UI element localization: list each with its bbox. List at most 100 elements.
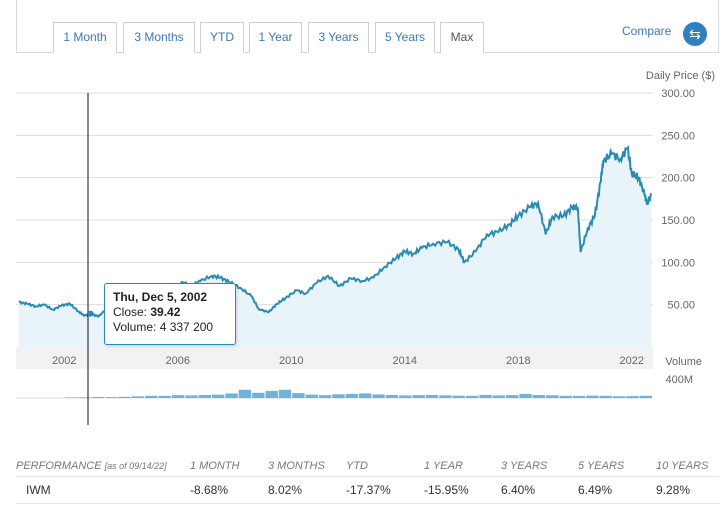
row-ticker: IWM bbox=[26, 483, 51, 497]
row-1-year: -15.95% bbox=[424, 483, 469, 497]
tab-max[interactable]: Max bbox=[440, 22, 484, 54]
volume-bar bbox=[519, 393, 532, 398]
volume-bar bbox=[345, 393, 358, 398]
row-3-months: 8.02% bbox=[268, 483, 303, 497]
volume-bar bbox=[612, 396, 626, 398]
row-5-years: 6.49% bbox=[578, 483, 613, 497]
volume-bar bbox=[292, 393, 305, 398]
col-3-months: 3 MONTHS bbox=[268, 460, 325, 472]
time-axis-band bbox=[16, 347, 653, 369]
volume-bar bbox=[278, 389, 292, 399]
volume-bar bbox=[145, 395, 158, 399]
tooltip-volume-row: Volume: 4 337 200 bbox=[113, 320, 227, 335]
col-3-years: 3 YEARS bbox=[501, 460, 548, 472]
volume-bar bbox=[492, 395, 505, 398]
volume-bar bbox=[559, 395, 572, 399]
tab-1-year[interactable]: 1 Year bbox=[249, 22, 302, 53]
col-10-years: 10 YEARS bbox=[656, 460, 709, 472]
tooltip-volume-value: 4 337 200 bbox=[159, 320, 214, 334]
row-10-years: 9.28% bbox=[656, 483, 691, 497]
volume-bar bbox=[332, 394, 345, 399]
performance-header: PERFORMANCE [as of 09/14/22] 1 MONTH 3 M… bbox=[16, 456, 719, 476]
volume-bar bbox=[252, 392, 265, 399]
col-5-years: 5 YEARS bbox=[578, 460, 625, 472]
volume-bar bbox=[599, 395, 612, 399]
tooltip-close-value: 39.42 bbox=[150, 305, 181, 319]
volume-bar bbox=[118, 396, 131, 398]
volume-bar bbox=[439, 395, 452, 398]
volume-bar bbox=[639, 395, 652, 399]
y-tick-label: 200.00 bbox=[661, 173, 695, 185]
tooltip-date: Thu, Dec 5, 2002 bbox=[113, 290, 208, 304]
volume-bar bbox=[305, 394, 318, 398]
price-tooltip: Thu, Dec 5, 2002 Close: 39.42 Volume: 4 … bbox=[104, 283, 236, 345]
tooltip-close-row: Close: 39.42 bbox=[113, 305, 227, 320]
swap-arrows-icon[interactable]: ⇆ bbox=[683, 22, 707, 46]
performance-title-text: PERFORMANCE bbox=[16, 460, 102, 472]
volume-bar bbox=[198, 395, 211, 398]
volume-bar bbox=[506, 395, 519, 398]
performance-as-of: [as of 09/14/22] bbox=[104, 461, 167, 471]
volume-bar bbox=[385, 394, 399, 398]
tab-3-months[interactable]: 3 Months bbox=[123, 22, 195, 53]
row-1-month: -8.68% bbox=[190, 483, 229, 497]
row-3-years: 6.40% bbox=[501, 483, 536, 497]
volume-axis-label: Volume bbox=[665, 356, 702, 368]
price-chart: Daily Price ($) 50.00 100.00 150.00 200.00 2… bbox=[16, 70, 715, 425]
volume-bar bbox=[586, 395, 599, 398]
compare-link[interactable]: Compare bbox=[622, 24, 672, 38]
volume-bar bbox=[171, 395, 185, 398]
volume-bar bbox=[546, 395, 559, 398]
volume-bar bbox=[225, 393, 238, 398]
volume-bar bbox=[479, 394, 492, 398]
volume-bar bbox=[412, 395, 425, 398]
y-tick-label: 50.00 bbox=[667, 300, 695, 312]
table-row: IWM -8.68% 8.02% -17.37% -15.95% 6.40% 6… bbox=[16, 476, 719, 504]
tooltip-volume-label: Volume: bbox=[113, 320, 157, 334]
volume-bar bbox=[65, 397, 78, 398]
y-tick-label: 250.00 bbox=[661, 130, 695, 142]
tab-ytd[interactable]: YTD bbox=[200, 22, 244, 53]
volume-bar bbox=[626, 396, 639, 399]
row-ytd: -17.37% bbox=[346, 483, 391, 497]
volume-bar bbox=[91, 396, 105, 398]
col-ytd: YTD bbox=[346, 460, 368, 472]
x-tick-label: 2022 bbox=[619, 355, 643, 367]
volume-bar bbox=[359, 393, 372, 399]
performance-title: PERFORMANCE [as of 09/14/22] bbox=[16, 460, 167, 472]
y-tick-label: 300.00 bbox=[661, 88, 695, 100]
price-axis: 50.00 100.00 150.00 200.00 250.00 300.00 bbox=[661, 88, 695, 312]
volume-axis-tick: 400M bbox=[665, 374, 693, 386]
volume-bar bbox=[532, 395, 546, 398]
volume-bar bbox=[265, 390, 278, 398]
performance-table: PERFORMANCE [as of 09/14/22] 1 MONTH 3 M… bbox=[16, 456, 719, 504]
volume-bar bbox=[318, 395, 332, 398]
volume-bars bbox=[65, 389, 652, 399]
volume-bar bbox=[399, 395, 412, 398]
y-tick-label: 100.00 bbox=[661, 257, 695, 269]
col-1-year: 1 YEAR bbox=[424, 460, 463, 472]
x-tick-label: 2018 bbox=[506, 355, 530, 367]
tab-1-month[interactable]: 1 Month bbox=[53, 22, 117, 53]
volume-bar bbox=[212, 394, 225, 399]
volume-bar bbox=[185, 395, 198, 398]
price-axis-label: Daily Price ($) bbox=[646, 70, 715, 82]
volume-bar bbox=[452, 395, 465, 398]
volume-bar bbox=[131, 396, 145, 398]
x-tick-label: 2006 bbox=[165, 355, 189, 367]
time-axis: 2002 2006 2010 2014 2018 2022 bbox=[52, 355, 644, 367]
volume-bar bbox=[158, 395, 171, 398]
x-tick-label: 2014 bbox=[392, 355, 416, 367]
volume-bar bbox=[238, 389, 252, 399]
col-1-month: 1 MONTH bbox=[190, 460, 240, 472]
x-tick-label: 2002 bbox=[52, 355, 76, 367]
x-tick-label: 2010 bbox=[279, 355, 303, 367]
volume-bar bbox=[465, 395, 479, 399]
volume-bar bbox=[425, 395, 439, 398]
volume-bar bbox=[572, 395, 586, 398]
tab-5-years[interactable]: 5 Years bbox=[375, 22, 435, 53]
tooltip-close-label: Close: bbox=[113, 305, 148, 319]
tab-3-years[interactable]: 3 Years bbox=[308, 22, 369, 53]
volume-bar bbox=[105, 397, 118, 398]
volume-bar bbox=[78, 397, 91, 399]
